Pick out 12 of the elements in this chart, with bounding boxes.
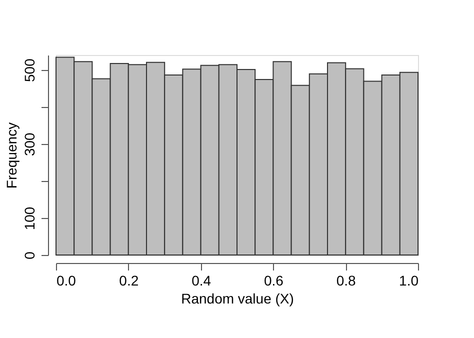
x-tick-label: 0.8 — [336, 272, 356, 288]
x-tick-label: 0.2 — [119, 272, 139, 288]
x-tick-label: 0.0 — [56, 272, 76, 288]
y-tick-label: 500 — [22, 58, 38, 82]
y-tick-label: 300 — [22, 132, 38, 156]
x-axis-title: Random value (X) — [181, 290, 294, 306]
y-tick-label: 0 — [22, 251, 38, 260]
x-tick-label: 0.6 — [264, 272, 284, 288]
y-axis-title: Frequency — [4, 122, 20, 189]
x-tick-label: 1.0 — [399, 272, 419, 288]
x-tick-label: 0.4 — [192, 272, 212, 288]
y-tick-label: 100 — [22, 206, 38, 230]
